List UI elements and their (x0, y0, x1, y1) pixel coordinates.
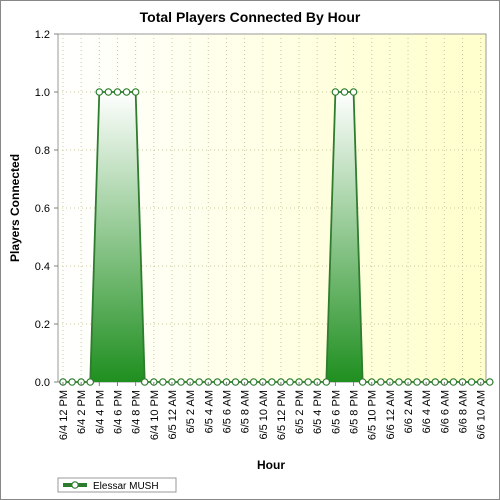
data-point-marker (177, 378, 185, 386)
legend-label: Elessar MUSH (93, 481, 159, 492)
x-tick-label: 6/6 6 AM (439, 390, 451, 433)
x-tick-label: 6/6 10 AM (476, 390, 488, 440)
legend: Elessar MUSH (57, 477, 177, 493)
data-point-marker (131, 88, 140, 96)
grid-lines (58, 34, 486, 382)
x-axis-ticks: 6/4 12 PM 6/4 2 PM 6/4 4 PM 6/4 6 PM 6/4 8 P… (58, 382, 488, 440)
data-point-marker (358, 378, 367, 386)
x-tick-label: 6/5 12 AM (167, 390, 179, 440)
y-tick-label: 0.0 (35, 377, 50, 389)
y-tick-label: 0.8 (35, 145, 50, 157)
data-point-marker (86, 378, 95, 386)
x-tick-label: 6/5 10 AM (258, 390, 270, 440)
x-tick-label: 6/4 8 PM (131, 390, 143, 434)
x-tick-label: 6/5 12 PM (276, 390, 288, 440)
data-point-marker (331, 88, 340, 96)
data-point-marker (431, 378, 440, 386)
x-tick-label: 6/5 8 PM (349, 390, 361, 434)
x-tick-label: 6/5 8 AM (240, 390, 252, 433)
x-tick-label: 6/5 6 PM (330, 390, 342, 434)
data-point-marker (140, 378, 149, 386)
data-point-marker (231, 378, 240, 386)
data-point-marker (249, 378, 258, 386)
y-tick-label: 1.2 (35, 29, 50, 41)
data-point-marker (395, 378, 403, 386)
data-point-marker (304, 378, 312, 386)
data-point-marker (467, 378, 476, 386)
x-tick-label: 6/5 4 AM (203, 390, 215, 433)
data-point-marker (376, 378, 385, 386)
data-point-marker (95, 88, 104, 96)
data-point-marker (449, 378, 458, 386)
chart-title: Total Players Connected By Hour (140, 9, 361, 25)
data-point-marker (159, 378, 167, 386)
y-axis-title: Players Connected (8, 154, 22, 262)
x-tick-label: 6/5 10 PM (367, 390, 379, 440)
x-tick-label: 6/4 4 PM (94, 390, 106, 434)
x-tick-label: 6/6 2 AM (403, 390, 415, 433)
y-tick-label: 1.0 (35, 87, 50, 99)
x-tick-label: 6/5 6 AM (221, 390, 233, 433)
y-tick-label: 0.6 (35, 203, 50, 215)
x-tick-label: 6/4 12 PM (58, 390, 70, 440)
x-tick-label: 6/6 12 AM (385, 390, 397, 440)
data-point-marker (286, 378, 294, 386)
data-point-marker (213, 378, 222, 386)
series-area-fill (63, 92, 490, 382)
data-point-marker (104, 88, 113, 96)
area-layer (59, 88, 494, 386)
data-point-marker (122, 88, 131, 96)
data-point-marker (349, 88, 358, 96)
data-point-marker (68, 378, 76, 386)
legend-box (57, 477, 177, 493)
x-tick-label: 6/6 4 AM (421, 390, 433, 433)
x-tick-label: 6/5 4 PM (312, 390, 324, 434)
y-axis-ticks: 0.0 0.2 0.4 0.6 0.8 1.0 1.2 (35, 29, 58, 389)
data-point-marker (485, 378, 494, 386)
data-point-marker (413, 378, 421, 386)
data-point-marker (268, 378, 276, 386)
data-point-marker (113, 88, 122, 96)
y-tick-label: 0.2 (35, 319, 50, 331)
data-point-marker (322, 378, 331, 386)
x-tick-label: 6/4 2 PM (76, 390, 88, 434)
legend-marker-swatch (71, 481, 79, 489)
x-tick-label: 6/5 2 AM (185, 390, 197, 433)
x-tick-label: 6/5 2 PM (294, 390, 306, 434)
data-point-marker (340, 88, 349, 96)
x-tick-label: 6/6 8 AM (458, 390, 470, 433)
x-axis-title: Hour (257, 458, 285, 472)
data-point-marker (195, 378, 204, 386)
x-tick-label: 6/4 6 PM (112, 390, 124, 434)
x-tick-label: 6/4 10 PM (149, 390, 161, 440)
y-tick-label: 0.4 (35, 261, 50, 273)
